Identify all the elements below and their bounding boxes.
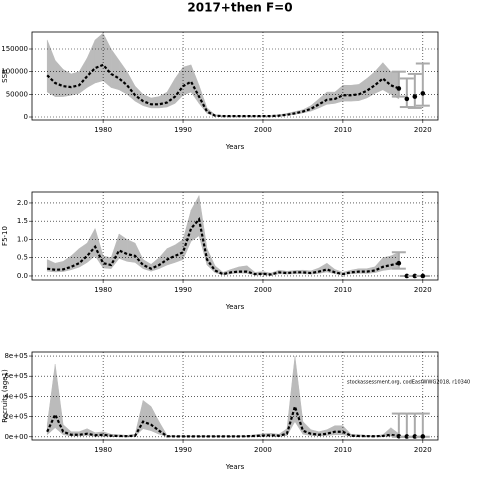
- confidence-band: [54, 364, 64, 436]
- confidence-band: [110, 48, 120, 91]
- confidence-band: [118, 59, 128, 95]
- y-tick-label: 1.0: [17, 235, 28, 243]
- confidence-band: [126, 239, 136, 263]
- confidence-band: [78, 242, 88, 268]
- y-tick-label: 100000: [1, 68, 28, 76]
- confidence-band: [326, 425, 336, 436]
- y-tick-label: 8e+05: [4, 352, 28, 360]
- plot-frame: [31, 191, 439, 281]
- forecast-point: [412, 94, 418, 99]
- forecast-point: [396, 86, 402, 91]
- confidence-band: [374, 61, 384, 94]
- x-tick-label: 1990: [174, 286, 192, 294]
- confidence-band: [382, 255, 392, 271]
- confidence-band: [174, 66, 184, 105]
- confidence-band: [350, 84, 360, 102]
- y-tick-label: 2e+05: [4, 413, 28, 421]
- confidence-band: [62, 68, 72, 97]
- confidence-band: [366, 71, 376, 99]
- confidence-band: [342, 85, 352, 102]
- confidence-band: [334, 425, 344, 436]
- confidence-band: [166, 77, 176, 108]
- y-tick-label: 1.5: [17, 217, 28, 225]
- x-tick-label: 2000: [254, 286, 272, 294]
- estimate-line: [46, 63, 400, 118]
- confidence-band: [86, 228, 96, 264]
- x-tick-label: 2000: [254, 126, 272, 134]
- x-tick-label: 1980: [94, 126, 112, 134]
- y-axis-label: F5-10: [1, 226, 9, 246]
- y-tick-label: 4e+05: [4, 392, 28, 400]
- plot-frame: [31, 351, 439, 441]
- confidence-band: [182, 64, 192, 96]
- x-tick-label: 1980: [94, 286, 112, 294]
- confidence-band: [166, 244, 176, 266]
- confidence-band: [134, 85, 144, 107]
- confidence-band: [46, 364, 56, 436]
- annotation: stockassessment.org, codEastWWG2018, r10…: [347, 380, 470, 386]
- confidence-band: [390, 251, 400, 270]
- x-tick-label: 2010: [334, 126, 352, 134]
- x-tick-label: 1980: [94, 446, 112, 454]
- confidence-band: [326, 91, 336, 105]
- y-tick-label: 0.5: [17, 254, 28, 262]
- y-axis-label: Recruits (age1): [1, 369, 9, 423]
- y-tick-label: 2.0: [17, 199, 28, 207]
- y-axis-label: SSB: [1, 69, 9, 83]
- y-tick-label: 0: [24, 113, 28, 121]
- forecast-point: [420, 91, 426, 96]
- estimate-line: [46, 402, 400, 438]
- y-tick-label: 6e+05: [4, 372, 28, 380]
- y-tick-label: 0e+00: [4, 433, 28, 441]
- forecast-point: [404, 96, 410, 102]
- confidence-band: [46, 39, 56, 98]
- x-tick-label: 2020: [414, 446, 432, 454]
- confidence-band: [158, 247, 168, 270]
- confidence-band: [102, 33, 112, 89]
- forecast-point: [420, 273, 426, 279]
- x-axis-label: Years: [225, 303, 245, 311]
- y-tick-label: 150000: [1, 45, 28, 53]
- x-tick-label: 2020: [414, 126, 432, 134]
- estimate-line: [47, 216, 400, 276]
- x-axis-label: Years: [225, 463, 245, 471]
- x-tick-label: 1990: [174, 126, 192, 134]
- confidence-band: [118, 233, 128, 262]
- confidence-band: [142, 259, 152, 272]
- x-tick-label: 2010: [334, 446, 352, 454]
- y-tick-label: 0.0: [17, 272, 28, 280]
- confidence-band: [174, 238, 184, 263]
- x-axis-label: Years: [225, 143, 245, 151]
- x-tick-label: 2000: [254, 446, 272, 454]
- x-tick-label: 2020: [414, 286, 432, 294]
- confidence-band: [374, 257, 384, 274]
- plot-frame: [31, 31, 439, 121]
- forecast-point: [396, 260, 402, 266]
- confidence-band: [54, 59, 64, 97]
- chart-title: 2017+then F=0: [187, 1, 292, 15]
- confidence-band: [150, 96, 160, 109]
- confidence-band: [142, 93, 152, 109]
- confidence-band: [358, 77, 368, 102]
- confidence-band: [70, 71, 80, 96]
- x-tick-label: 2010: [334, 286, 352, 294]
- confidence-band: [190, 195, 200, 242]
- confidence-band: [78, 57, 88, 94]
- x-tick-label: 1990: [174, 446, 192, 454]
- forecast-point: [420, 434, 426, 439]
- y-tick-label: 50000: [6, 90, 28, 98]
- confidence-band: [94, 32, 104, 84]
- forecast-point: [412, 273, 418, 279]
- confidence-band: [294, 356, 304, 436]
- confidence-band: [134, 400, 144, 437]
- confidence-band: [86, 39, 96, 88]
- confidence-band: [142, 399, 152, 432]
- forecast-point: [404, 273, 410, 279]
- confidence-band: [150, 406, 160, 435]
- confidence-band: [158, 91, 168, 109]
